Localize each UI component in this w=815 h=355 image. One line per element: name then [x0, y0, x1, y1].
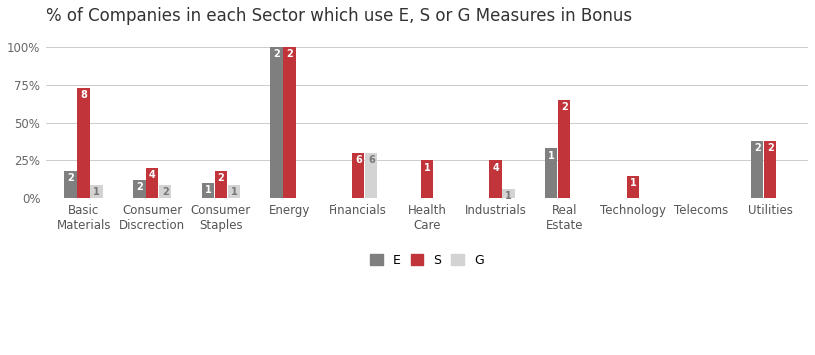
- Bar: [352, 153, 364, 198]
- Bar: [215, 171, 227, 198]
- Text: 1: 1: [424, 163, 430, 173]
- Bar: [133, 180, 146, 198]
- Bar: [421, 160, 433, 198]
- Text: % of Companies in each Sector which use E, S or G Measures in Bonus: % of Companies in each Sector which use …: [46, 7, 632, 25]
- Bar: [490, 160, 502, 198]
- Bar: [271, 47, 283, 198]
- Text: 1: 1: [93, 187, 100, 197]
- Bar: [502, 189, 515, 198]
- Bar: [64, 171, 77, 198]
- Text: 1: 1: [629, 178, 637, 188]
- Text: 2: 2: [561, 102, 568, 112]
- Text: 2: 2: [136, 182, 143, 192]
- Text: 2: 2: [754, 143, 760, 153]
- Legend: E, S, G: E, S, G: [367, 250, 487, 271]
- Bar: [77, 88, 90, 198]
- Text: 4: 4: [492, 163, 499, 173]
- Bar: [558, 100, 570, 198]
- Bar: [90, 185, 103, 198]
- Text: 1: 1: [205, 185, 211, 195]
- Text: 1: 1: [505, 191, 512, 201]
- Text: 8: 8: [80, 90, 87, 100]
- Bar: [146, 168, 158, 198]
- Text: 6: 6: [355, 155, 362, 165]
- Bar: [227, 185, 240, 198]
- Bar: [159, 185, 171, 198]
- Text: 2: 2: [218, 173, 224, 183]
- Text: 2: 2: [68, 173, 74, 183]
- Bar: [751, 141, 764, 198]
- Text: 2: 2: [162, 187, 169, 197]
- Bar: [627, 176, 639, 198]
- Text: 1: 1: [231, 187, 237, 197]
- Text: 2: 2: [273, 49, 280, 59]
- Text: 4: 4: [149, 170, 156, 180]
- Text: 2: 2: [286, 49, 293, 59]
- Text: 2: 2: [767, 143, 773, 153]
- Text: 1: 1: [548, 151, 555, 160]
- Bar: [545, 148, 557, 198]
- Bar: [284, 47, 296, 198]
- Bar: [764, 141, 777, 198]
- Bar: [365, 153, 377, 198]
- Bar: [202, 183, 214, 198]
- Text: 6: 6: [368, 155, 375, 165]
